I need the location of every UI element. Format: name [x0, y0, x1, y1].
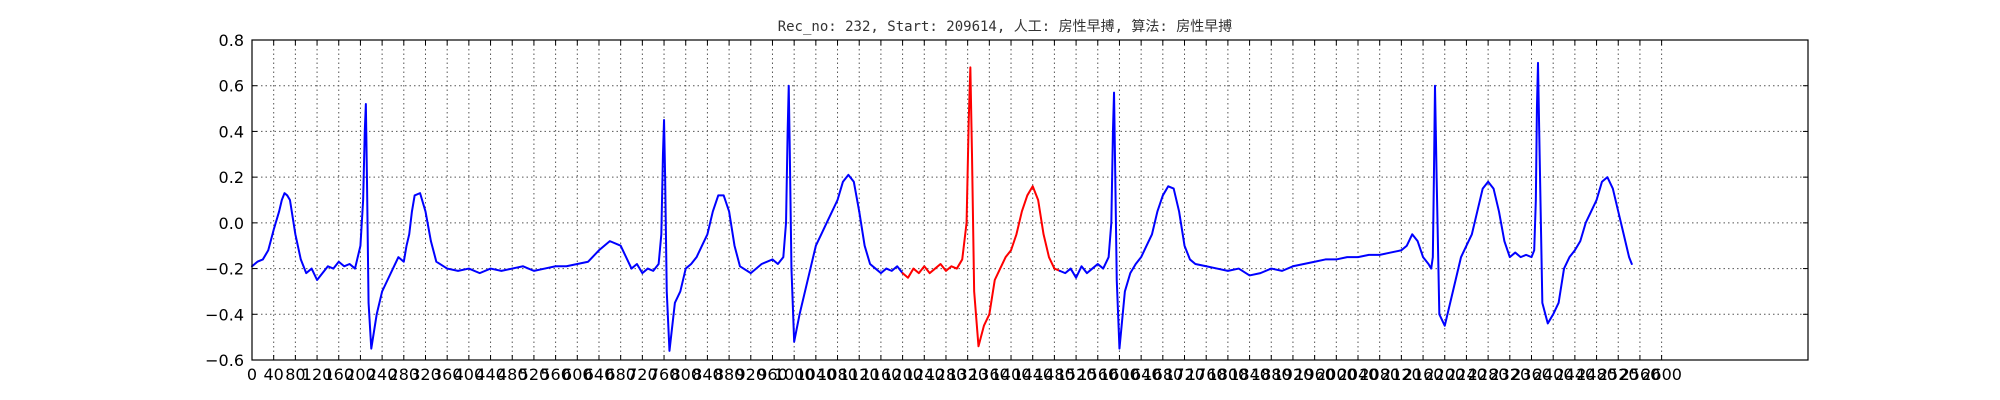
highlighted-beat-line	[901, 66, 1061, 348]
x-tick-label: 2400	[1533, 365, 1574, 384]
x-tick-label: 2480	[1576, 365, 1617, 384]
ecg-signal-line	[858, 210, 904, 275]
ecg-signal-line	[1058, 61, 1633, 350]
x-tick-label: 1240	[904, 365, 945, 384]
x-tick-label: 2080	[1359, 365, 1400, 384]
y-tick-label: −0.6	[205, 351, 244, 370]
x-tick-label: 520	[519, 365, 550, 384]
x-tick-label: 840	[692, 365, 723, 384]
x-tick-label: 360	[432, 365, 463, 384]
grid-layer	[252, 40, 1808, 360]
x-tick-label: 0	[247, 365, 257, 384]
x-tick-label: 1000	[774, 365, 815, 384]
x-tick-label: 2200	[1424, 365, 1465, 384]
y-tick-label: −0.2	[205, 260, 244, 279]
x-tick-label: 1720	[1164, 365, 1205, 384]
x-tick-label: 400	[454, 365, 485, 384]
y-axis: −0.6 −0.4 −0.2 0.0 0.2 0.4 0.6 0.8	[205, 31, 1808, 370]
y-tick-label: 0.2	[219, 168, 244, 187]
x-tick-label: 800	[670, 365, 701, 384]
x-tick-label: 2520	[1598, 365, 1639, 384]
x-tick-label: 160	[323, 365, 354, 384]
y-tick-label: 0.4	[219, 122, 244, 141]
y-tick-label: −0.4	[205, 305, 244, 324]
x-tick-label: 920	[736, 365, 767, 384]
x-tick-label: 1160	[861, 365, 902, 384]
x-tick-label: 2560	[1620, 365, 1661, 384]
x-tick-label: 1640	[1121, 365, 1162, 384]
x-tick-label: 1800	[1208, 365, 1249, 384]
x-tick-label: 560	[540, 365, 571, 384]
x-tick-label: 1920	[1273, 365, 1314, 384]
x-tick-label: 480	[497, 365, 528, 384]
x-axis: 0 40 8012016020024028032036040044048052056…	[247, 40, 1682, 384]
x-tick-label: 2280	[1468, 365, 1509, 384]
x-tick-label: 2000	[1316, 365, 1357, 384]
y-tick-label: 0.6	[219, 77, 244, 96]
x-tick-label: 1680	[1142, 365, 1183, 384]
ecg-signal-line	[251, 84, 861, 352]
x-tick-label: 1600	[1099, 365, 1140, 384]
x-tick-label: 1120	[839, 365, 880, 384]
x-tick-label: 1560	[1077, 365, 1118, 384]
chart-title: Rec_no: 232, Start: 209614, 人工: 房性早搏, 算法…	[778, 18, 1233, 35]
x-tick-label: 280	[389, 365, 420, 384]
y-tick-label: 0.8	[219, 31, 244, 50]
x-tick-label: 120	[302, 365, 333, 384]
x-tick-label: 1280	[926, 365, 967, 384]
series-layer	[251, 61, 1633, 352]
x-tick-label: 80	[285, 365, 305, 384]
x-tick-label: 40	[264, 365, 284, 384]
x-tick-label: 1880	[1251, 365, 1292, 384]
x-tick-label: 880	[714, 365, 745, 384]
x-tick-label: 720	[627, 365, 658, 384]
plot-frame	[251, 39, 1809, 361]
x-tick-label: 2360	[1511, 365, 1552, 384]
x-tick-label: 1520	[1056, 365, 1097, 384]
x-tick-label: 2120	[1381, 365, 1422, 384]
x-tick-label: 1840	[1229, 365, 1270, 384]
x-tick-label: 600	[562, 365, 593, 384]
x-tick-label: 240	[367, 365, 398, 384]
x-tick-label: 760	[649, 365, 680, 384]
x-tick-label: 1400	[991, 365, 1032, 384]
x-tick-label: 1960	[1294, 365, 1335, 384]
x-tick-label: 440	[475, 365, 506, 384]
x-tick-label: 1040	[795, 365, 836, 384]
x-tick-label: 2160	[1403, 365, 1444, 384]
x-tick-label: 1760	[1186, 365, 1227, 384]
x-tick-label: 680	[605, 365, 636, 384]
x-tick-label: 1440	[1012, 365, 1053, 384]
y-tick-label: 0.0	[219, 214, 244, 233]
x-tick-label: 1320	[947, 365, 988, 384]
x-tick-label: 1360	[969, 365, 1010, 384]
x-tick-label: 2240	[1446, 365, 1487, 384]
x-tick-label: 200	[345, 365, 376, 384]
x-tick-label: 1200	[882, 365, 923, 384]
x-tick-label: 1080	[817, 365, 858, 384]
x-tick-label: 320	[410, 365, 441, 384]
x-tick-label: 2600	[1641, 365, 1682, 384]
x-tick-label: 2320	[1489, 365, 1530, 384]
x-tick-label: 960	[757, 365, 788, 384]
x-tick-label: 2440	[1555, 365, 1596, 384]
x-tick-label: 640	[584, 365, 615, 384]
x-tick-label: 2040	[1338, 365, 1379, 384]
x-tick-label: 1480	[1034, 365, 1075, 384]
